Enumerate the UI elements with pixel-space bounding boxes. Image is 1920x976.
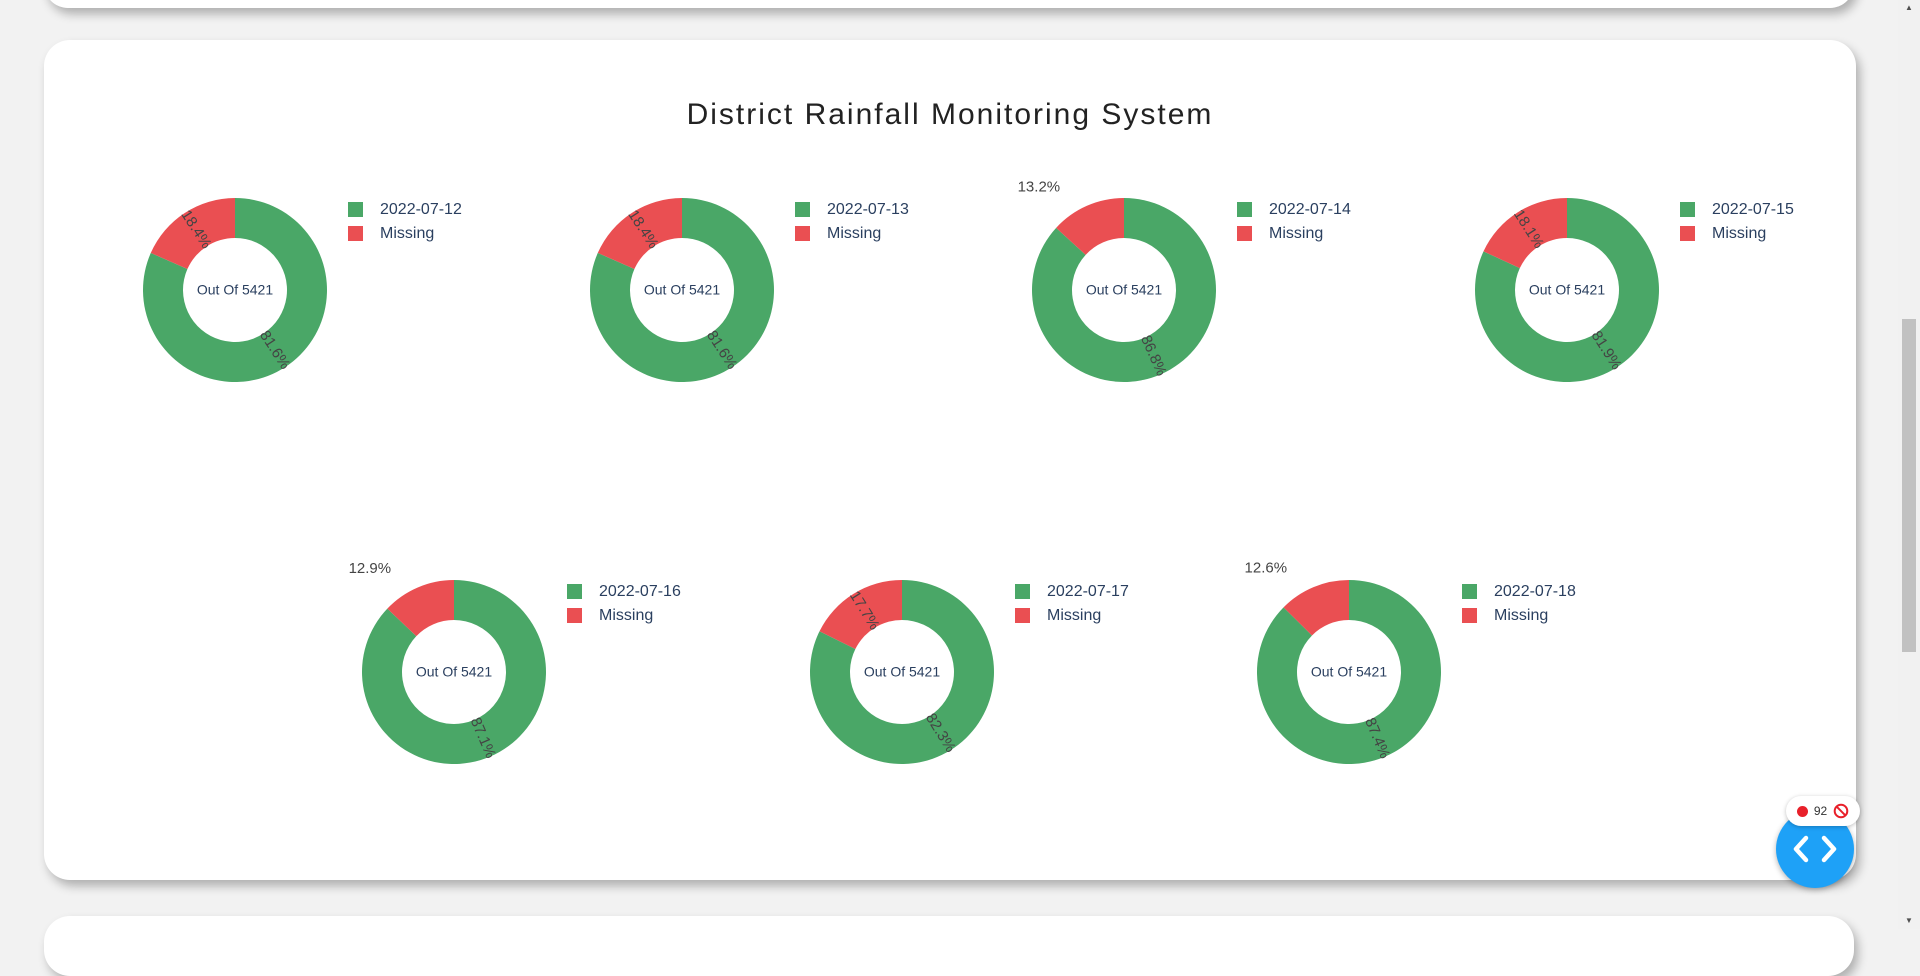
- donut-slice-reported[interactable]: [810, 580, 994, 764]
- block-icon[interactable]: [1833, 803, 1849, 819]
- page-title: District Rainfall Monitoring System: [686, 98, 1214, 131]
- legend-swatch[interactable]: [1462, 584, 1477, 599]
- donut-slice-reported[interactable]: [362, 580, 547, 764]
- donut-slice-reported[interactable]: [142, 198, 327, 382]
- donut-slice-reported[interactable]: [1475, 198, 1660, 382]
- slice-percent-label: 12.9%: [349, 560, 392, 577]
- legend-swatch[interactable]: [348, 202, 363, 217]
- code-arrows-icon: [1793, 835, 1837, 863]
- legend-date-label[interactable]: 2022-07-18: [1494, 583, 1576, 600]
- top-card: [44, 0, 1854, 8]
- center-annotation: Out Of 5421: [644, 282, 720, 298]
- bottom-card: [44, 916, 1854, 976]
- legend-missing-label[interactable]: Missing: [1494, 607, 1548, 624]
- scroll-up-icon[interactable]: ▲: [1905, 3, 1913, 12]
- legend-missing-label[interactable]: Missing: [1047, 607, 1101, 624]
- donut-slice-reported[interactable]: [589, 198, 774, 382]
- donut-slice-missing[interactable]: [597, 198, 682, 270]
- legend-missing-label[interactable]: Missing: [1269, 225, 1323, 242]
- legend-swatch[interactable]: [1462, 608, 1477, 623]
- donut-slice-reported[interactable]: [1031, 198, 1216, 383]
- legend-swatch[interactable]: [348, 226, 363, 241]
- center-annotation: Out Of 5421: [864, 664, 940, 680]
- center-annotation: Out Of 5421: [197, 282, 273, 298]
- legend-date-label[interactable]: 2022-07-14: [1269, 201, 1351, 218]
- legend-swatch[interactable]: [795, 202, 810, 217]
- legend-swatch[interactable]: [1237, 202, 1252, 217]
- donut-slice-reported[interactable]: [1256, 580, 1441, 764]
- donut-slice-missing[interactable]: [387, 580, 454, 637]
- donut-slice-missing[interactable]: [150, 198, 235, 270]
- center-annotation: Out Of 5421: [1086, 282, 1162, 298]
- slice-percent-label: 13.2%: [1018, 178, 1061, 195]
- legend-missing-label[interactable]: Missing: [827, 225, 881, 242]
- donut-slice-missing[interactable]: [1483, 198, 1567, 269]
- legend-missing-label[interactable]: Missing: [1712, 225, 1766, 242]
- legend-swatch[interactable]: [1015, 608, 1030, 623]
- legend-date-label[interactable]: 2022-07-12: [380, 201, 462, 218]
- legend-swatch[interactable]: [1237, 226, 1252, 241]
- scroll-thumb[interactable]: [1902, 319, 1916, 652]
- legend-missing-label[interactable]: Missing: [380, 225, 434, 242]
- center-annotation: Out Of 5421: [1529, 282, 1605, 298]
- legend-swatch[interactable]: [1015, 584, 1030, 599]
- scroll-down-icon[interactable]: ▼: [1905, 916, 1913, 925]
- error-count: 92: [1813, 804, 1828, 818]
- legend-date-label[interactable]: 2022-07-16: [599, 583, 681, 600]
- center-annotation: Out Of 5421: [1311, 664, 1387, 680]
- legend-swatch[interactable]: [1680, 202, 1695, 217]
- legend-date-label[interactable]: 2022-07-15: [1712, 201, 1794, 218]
- scrollbar[interactable]: ▲ ▼: [1898, 0, 1920, 929]
- error-badge[interactable]: 92: [1786, 796, 1860, 826]
- donut-slice-missing[interactable]: [1283, 580, 1349, 636]
- error-dot-icon: [1796, 805, 1808, 817]
- legend-swatch[interactable]: [567, 584, 582, 599]
- legend-date-label[interactable]: 2022-07-13: [827, 201, 909, 218]
- legend-swatch[interactable]: [1680, 226, 1695, 241]
- legend-swatch[interactable]: [567, 608, 582, 623]
- center-annotation: Out Of 5421: [416, 664, 492, 680]
- slice-percent-label: 12.6%: [1245, 560, 1288, 577]
- donut-slice-missing[interactable]: [819, 580, 902, 649]
- legend-missing-label[interactable]: Missing: [599, 607, 653, 624]
- legend-date-label[interactable]: 2022-07-17: [1047, 583, 1129, 600]
- donut-slice-missing[interactable]: [1056, 198, 1124, 255]
- donut-charts: 81.6%18.4%Out Of 54212022-07-12Missing81…: [142, 178, 1794, 764]
- legend-swatch[interactable]: [795, 226, 810, 241]
